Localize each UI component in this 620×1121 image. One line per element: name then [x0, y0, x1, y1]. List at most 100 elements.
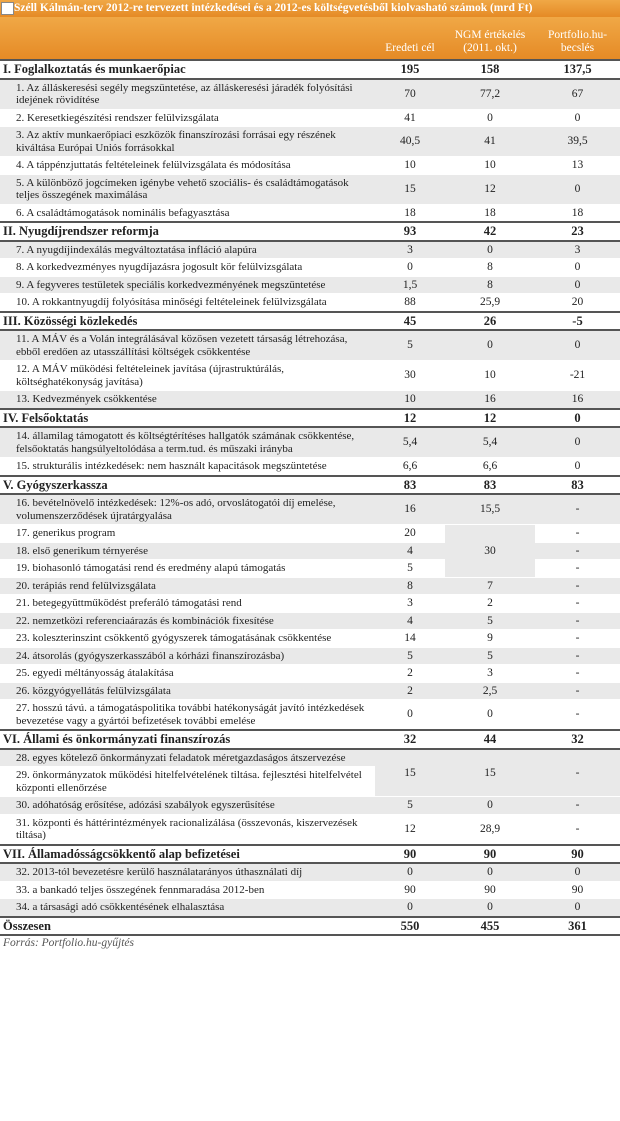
cell-value: 0 [535, 330, 620, 361]
row-label: 5. A különböző jogcímeken igénybe vehető… [0, 174, 375, 205]
item-row: 21. betegegyüttműködést preferáló támoga… [0, 594, 620, 613]
column-label: NGM értékelés (2011. okt.) [454, 29, 526, 54]
item-row: 33. a bankadó teljes összegének fennmara… [0, 881, 620, 899]
cell-value: 32 [535, 729, 620, 750]
row-label: 11. A MÁV és a Volán integrálásával közö… [0, 330, 375, 361]
item-row: 30. adóhatóság erősítése, adózási szabál… [0, 796, 620, 815]
item-row: 6. A családtámogatások nominális befagya… [0, 204, 620, 223]
section-row: III. Közösségi közlekedés 45 26 -5 [0, 310, 620, 331]
cell-value: 10 [375, 156, 445, 175]
row-label: 2. Keresetkiegészítési rendszer felülviz… [0, 109, 375, 127]
item-row: 13. Kedvezmények csökkentése 10 16 16 [0, 390, 620, 409]
cell-value: 5,4 [445, 427, 535, 458]
cell-value: 0 [445, 240, 535, 259]
cell-value: 18 [535, 204, 620, 223]
cell-value: 16 [535, 390, 620, 409]
row-label: 15. strukturális intézkedések: nem haszn… [0, 457, 375, 476]
cell-value: 0 [445, 699, 535, 731]
cell-value: 0 [535, 174, 620, 205]
cell-value: 15 [375, 748, 445, 797]
row-label: VII. Államadósságcsökkentő alap befizeté… [0, 843, 375, 864]
cell-value: 5 [375, 647, 445, 665]
item-row: 11. A MÁV és a Volán integrálásával közö… [0, 330, 620, 361]
row-label: 31. központi és háttérintézmények racion… [0, 814, 375, 845]
cell-value: 0 [535, 898, 620, 917]
row-label: IV. Felsőoktatás [0, 407, 375, 428]
row-label: 18. első generikum térnyerése [0, 542, 375, 560]
cell-value: - [535, 577, 620, 595]
table-body: I. Foglalkoztatás és munkaerőpiac 195 158 1… [0, 59, 620, 936]
cell-value: 1,5 [375, 276, 445, 294]
cell-value: 550 [375, 915, 445, 936]
cell-value: 26 [445, 310, 535, 331]
cell-value: 3 [535, 240, 620, 259]
cell-value: 12 [375, 407, 445, 428]
cell-value: 158 [445, 59, 535, 80]
item-row: 32. 2013-tól bevezetésre kerülő használa… [0, 863, 620, 882]
row-label: 21. betegegyüttműködést preferáló támoga… [0, 594, 375, 613]
cell-value: -5 [535, 310, 620, 331]
cell-value: 28,9 [445, 814, 535, 845]
row-label: 28. egyes kötelező önkormányzati feladat… [0, 748, 375, 767]
item-row: 26. közgyógyellátás felülvizsgálata 2 2,5- [0, 682, 620, 700]
cell-value: 8 [375, 577, 445, 595]
cell-value: 41 [375, 109, 445, 127]
cell-value: - [535, 612, 620, 630]
cell-value: 0 [375, 898, 445, 917]
item-row: 4. A táppénzjuttatás feltételeinek felül… [0, 156, 620, 175]
row-label: 17. generikus program [0, 524, 375, 543]
cell-value: 8 [445, 276, 535, 294]
cell-value: 41 [445, 126, 535, 157]
row-label: 12. A MÁV működési feltételeinek javítás… [0, 360, 375, 391]
row-label: II. Nyugdíjrendszer reformja [0, 221, 375, 242]
cell-value: - [535, 559, 620, 578]
cell-value: 14 [375, 629, 445, 648]
row-label: 19. biohasonló támogatási rend és eredmé… [0, 559, 375, 578]
cell-value: 42 [445, 221, 535, 242]
cell-value: 0 [375, 863, 445, 882]
cell-value: 90 [445, 881, 535, 899]
cell-value: 12 [445, 407, 535, 428]
cell-value: 2 [375, 682, 445, 700]
row-label: I. Foglalkoztatás és munkaerőpiac [0, 59, 375, 80]
item-row: 29. önkormányzatok működési hitelfelvéte… [0, 766, 620, 797]
item-row: 23. koleszterinszint csökkentő gyógyszer… [0, 629, 620, 648]
cell-value: 7 [445, 577, 535, 595]
item-row: 27. hosszú távú. a támogatáspolitika tov… [0, 699, 620, 731]
cell-value: 93 [375, 221, 445, 242]
row-label: 3. Az aktív munkaerőpiaci eszközök finan… [0, 126, 375, 157]
item-row: 7. A nyugdíjindexálás megváltoztatása in… [0, 240, 620, 259]
section-row: VII. Államadósságcsökkentő alap befizeté… [0, 843, 620, 864]
row-label: 4. A táppénzjuttatás feltételeinek felül… [0, 156, 375, 175]
cell-value: - [535, 629, 620, 648]
cell-value: 16 [445, 390, 535, 409]
cell-value: - [535, 594, 620, 613]
cell-value: 5 [375, 796, 445, 815]
cell-value: 0 [535, 407, 620, 428]
cell-value: 0 [535, 427, 620, 458]
row-label: 27. hosszú távú. a támogatáspolitika tov… [0, 699, 375, 731]
cell-value: 32 [375, 729, 445, 750]
cell-value: 10 [445, 156, 535, 175]
cell-value: 0 [375, 699, 445, 731]
cell-value: 361 [535, 915, 620, 936]
row-label: 1. Az álláskeresési segély megszüntetése… [0, 78, 375, 110]
item-row: 10. A rokkantnyugdíj folyósítása minőség… [0, 293, 620, 312]
item-row: 20. terápiás rend felülvizsgálata 8 7- [0, 577, 620, 595]
cell-value: 2,5 [445, 682, 535, 700]
cell-value: 20 [375, 524, 445, 543]
page: Széll Kálmán-terv 2012-re tervezett inté… [0, 0, 620, 949]
row-label: 29. önkormányzatok működési hitelfelvéte… [0, 766, 375, 797]
header-row: Eredeti cél NGM értékelés (2011. okt.) P… [0, 17, 620, 60]
blank-header [0, 17, 375, 60]
cell-value: 2 [375, 664, 445, 683]
row-label: 13. Kedvezmények csökkentése [0, 390, 375, 409]
cell-value: 5,4 [375, 427, 445, 458]
cell-value: 15,5 [445, 494, 535, 525]
row-label: 34. a társasági adó csökkentésének elhal… [0, 898, 375, 917]
item-row: 12. A MÁV működési feltételeinek javítás… [0, 360, 620, 391]
row-label: V. Gyógyszerkassza [0, 474, 375, 495]
row-label: 16. bevételnövelő intézkedések: 12%-os a… [0, 494, 375, 525]
cell-value: 12 [445, 174, 535, 205]
row-label: 6. A családtámogatások nominális befagya… [0, 204, 375, 223]
